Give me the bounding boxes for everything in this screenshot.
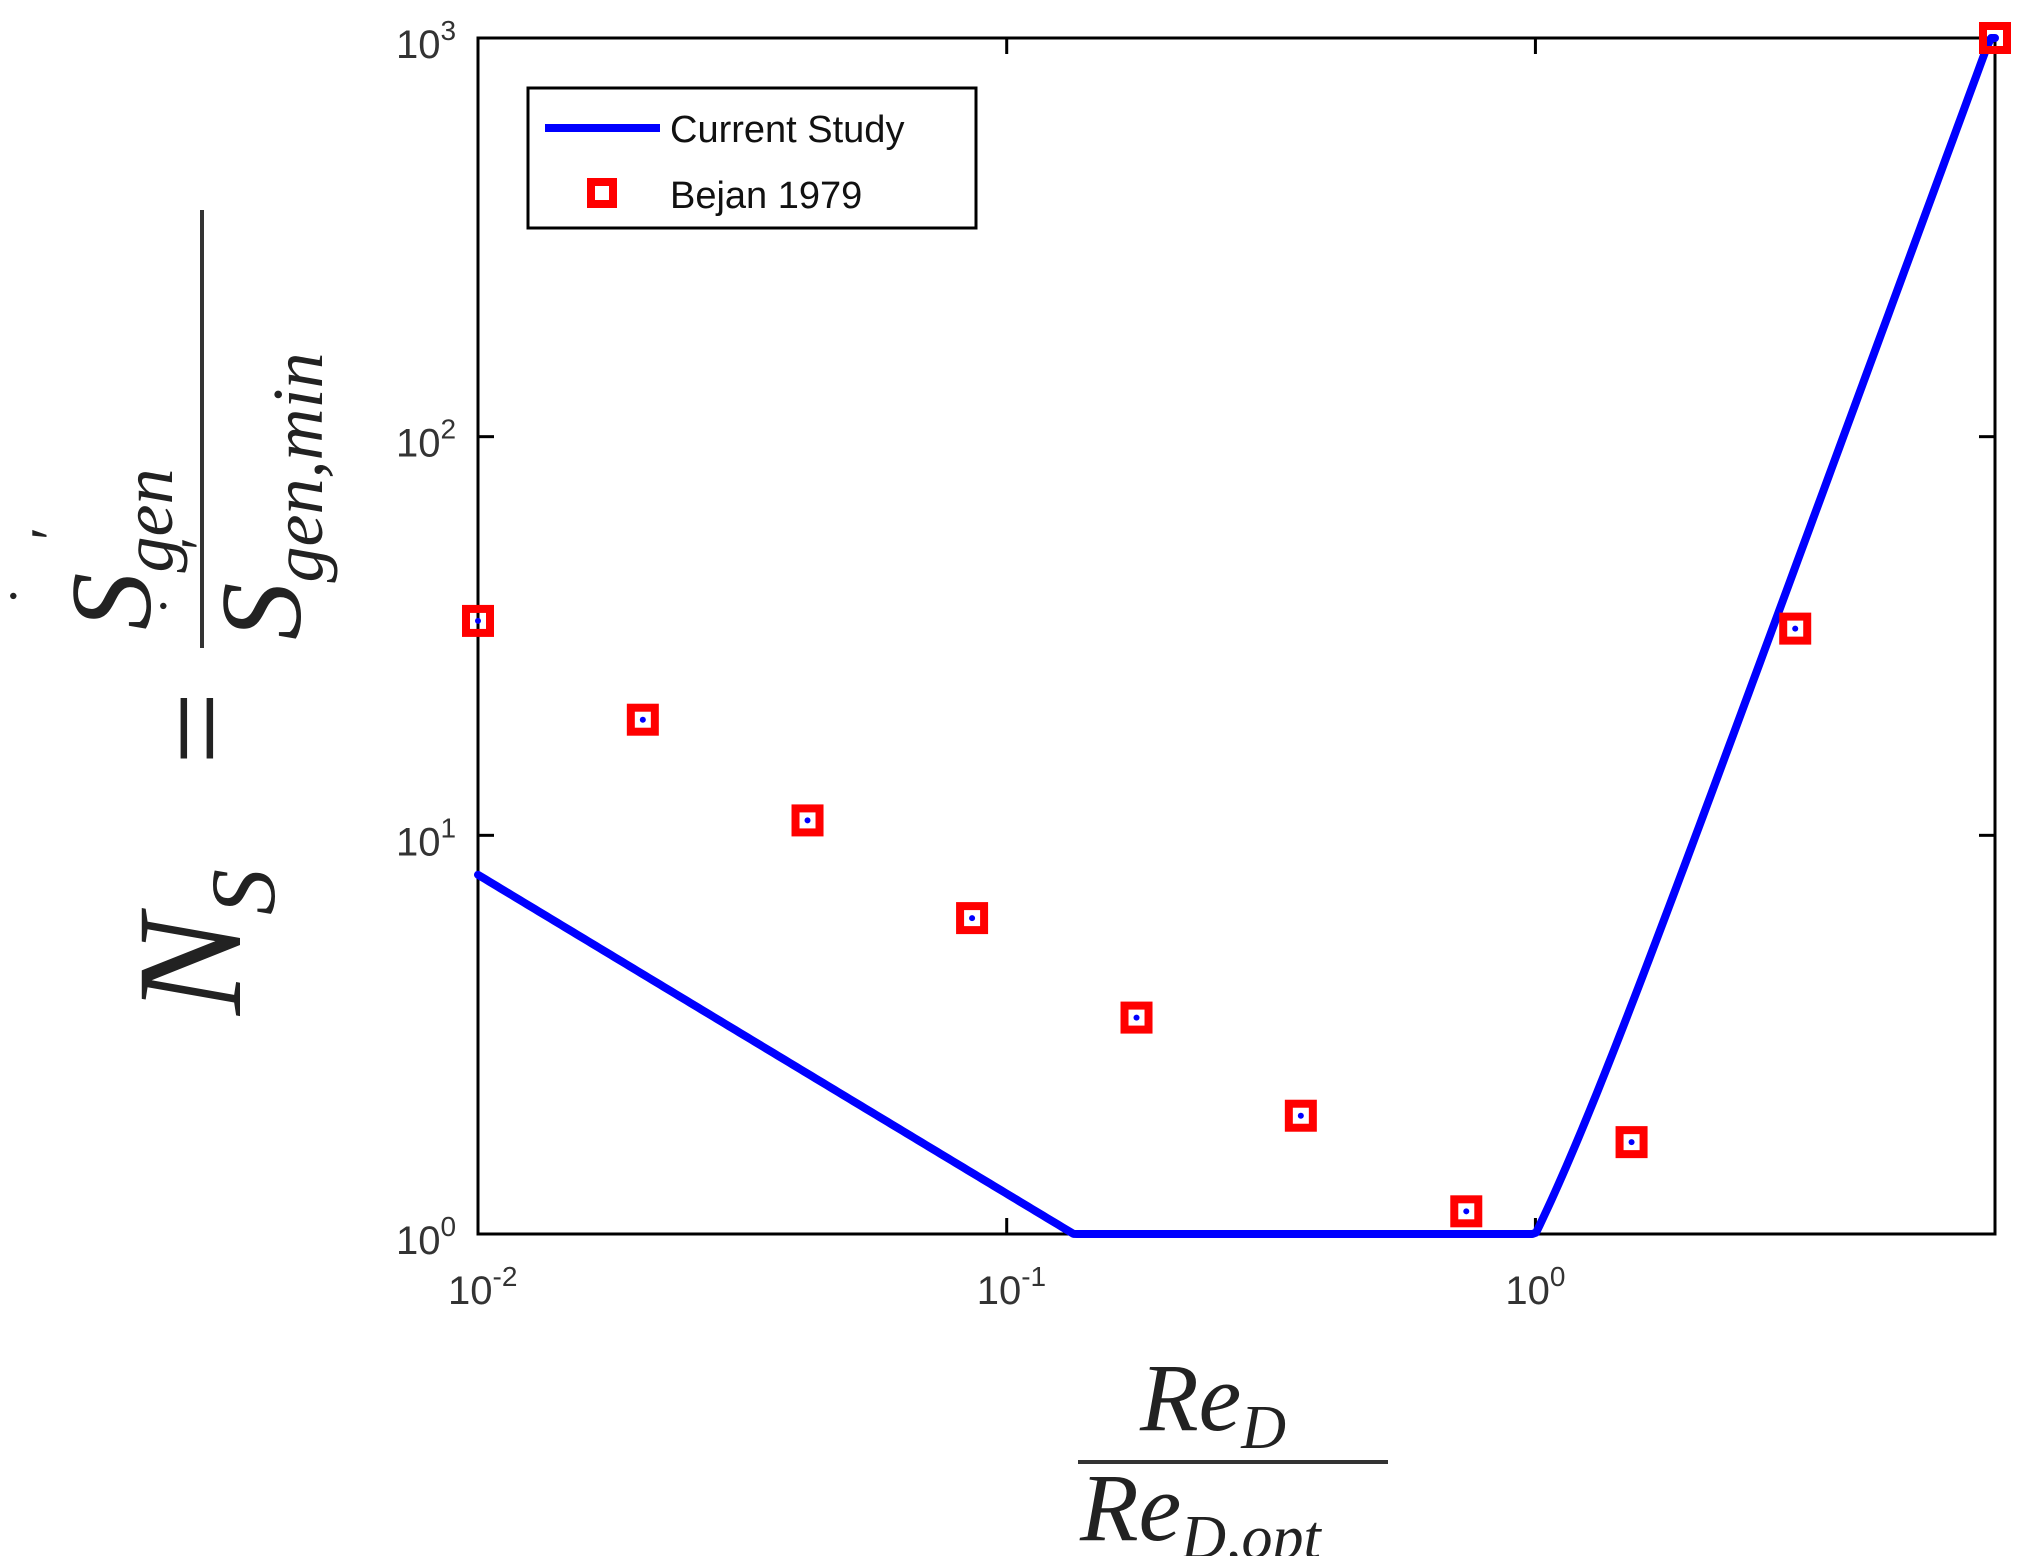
ylabel-numerator: S [48,573,175,631]
x-tick-label: 10-2 [448,1261,517,1313]
xlabel-numerator-sub: D [1240,1394,1286,1462]
y-axis-ticks: 100 101 102 103 [396,15,1995,1263]
xlabel-denominator: Re [1079,1454,1181,1556]
xlabel-denominator-sub: D,opt [1180,1504,1322,1556]
series-markers-bejan-1979 [462,22,2011,1228]
legend-swatch-marker [587,178,617,208]
y-tick-label: 103 [396,15,456,67]
svg-text:ReD: ReD [1139,1344,1286,1462]
data-point-bejan-1979 [1284,1099,1317,1132]
data-point-bejan-1979 [1615,1126,1648,1159]
x-tick-label: 10-1 [977,1261,1046,1313]
y-axis-label: NS = Sgen ˙ ′ Sgen,min ˙ ′ [0,210,338,1017]
ylabel-lhs-sub: S [192,869,294,915]
xlabel-numerator: Re [1139,1344,1241,1451]
ylabel-denominator: S [198,583,325,641]
svg-text:Sgen,min: Sgen,min [198,353,338,640]
legend: Current Study Bejan 1979 [526,86,978,230]
data-point-bejan-1979 [956,902,989,935]
data-point-bejan-1979 [1120,1001,1153,1034]
data-point-bejan-1979 [791,804,824,837]
data-point-bejan-1979 [462,604,494,637]
svg-text:Sgen: Sgen [48,469,188,630]
data-point-center [969,915,976,922]
ylabel-denominator-dot: ˙ [147,596,213,616]
data-point-center [804,817,811,824]
data-point-center [1463,1208,1470,1215]
data-point-center [1628,1139,1635,1146]
data-point-center [1792,625,1799,632]
data-point-center [1297,1112,1304,1119]
data-point-bejan-1979 [626,703,659,736]
y-tick-label: 100 [396,1211,456,1263]
legend-label-bejan-1979: Bejan 1979 [670,175,862,217]
ylabel-equals: = [125,692,269,765]
data-point-bejan-1979 [1979,22,2011,54]
y-tick-label: 102 [396,414,456,466]
ylabel-denominator-prime: ′ [169,537,235,550]
legend-label-current-study: Current Study [670,109,904,151]
x-axis-label: ReD ReD,opt [1078,1344,1388,1556]
ylabel-numerator-prime: ′ [19,527,85,540]
plot-area [476,36,1997,1236]
svg-text:ReD,opt: ReD,opt [1079,1454,1323,1556]
x-tick-label: 100 [1505,1261,1565,1313]
x-axis-ticks: 10-2 10-1 100 [448,38,1566,1313]
data-point-bejan-1979 [1450,1195,1483,1228]
ylabel-numerator-dot: ˙ [0,586,63,606]
data-point-center [639,716,646,723]
ylabel-denominator-sub: gen,min [258,353,338,583]
ylabel-numerator-sub: gen [108,469,188,573]
data-point-center [1992,35,1998,41]
y-tick-label: 101 [396,812,456,864]
data-point-bejan-1979 [1779,612,1812,645]
data-point-center [475,617,481,624]
series-line-current-study [474,34,1999,1238]
ylabel-lhs: N [107,908,273,1017]
svg-text:NS: NS [107,869,294,1017]
data-point-center [1133,1014,1140,1021]
